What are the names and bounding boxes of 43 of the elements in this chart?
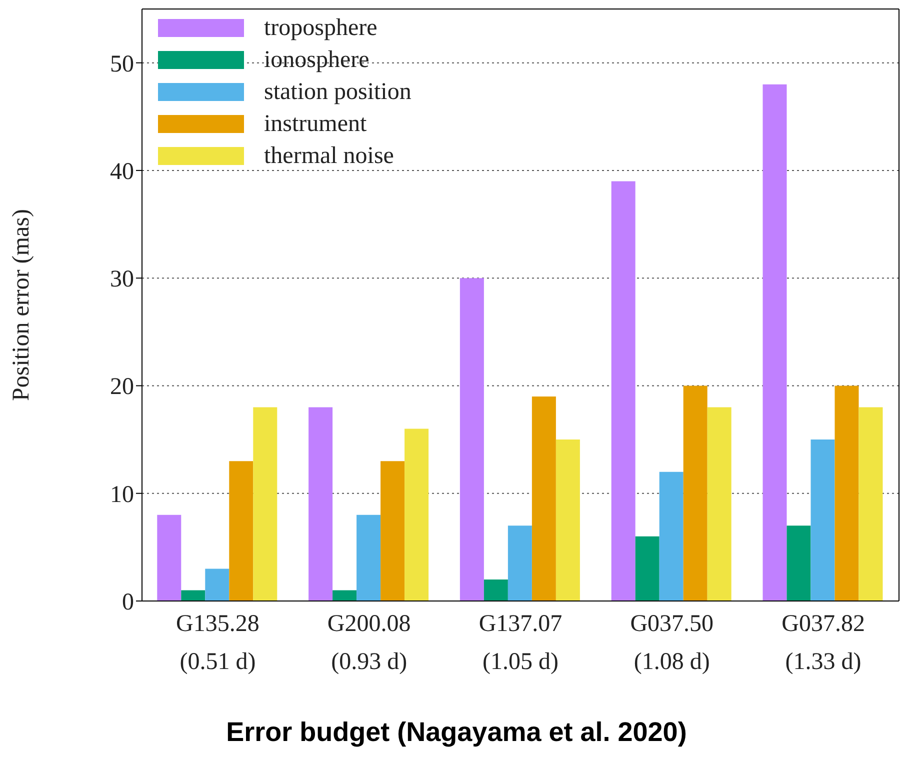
- bar: [205, 568, 230, 601]
- bar: [181, 590, 206, 601]
- bar: [460, 278, 484, 601]
- bar: [786, 526, 811, 601]
- y-tick-label: 30: [110, 266, 134, 293]
- x-tick-label: G037.50 (1.08 d): [630, 611, 714, 675]
- y-tick-label: 10: [110, 482, 134, 508]
- y-axis-title: Position error (mas): [8, 209, 35, 401]
- bar: [762, 84, 787, 601]
- bar: [810, 440, 835, 601]
- legend-label: instrument: [264, 110, 367, 139]
- x-tick-label: G200.08 (0.93 d): [327, 611, 411, 675]
- bar: [611, 181, 636, 601]
- bar: [157, 514, 182, 601]
- bar: [356, 514, 381, 601]
- bar: [532, 396, 556, 601]
- bar: [683, 386, 708, 601]
- bar: [556, 440, 580, 601]
- legend-label: station position: [264, 78, 412, 107]
- legend-label: troposphere: [264, 14, 378, 43]
- bar: [707, 407, 732, 601]
- y-tick-label: 0: [122, 590, 134, 616]
- bar: [508, 526, 532, 601]
- x-tick-label: G135.28 (0.51 d): [176, 611, 260, 675]
- bar: [380, 461, 405, 601]
- bar: [858, 407, 883, 601]
- x-tick-label: G137.07 (1.05 d): [478, 611, 562, 675]
- y-tick-label: 40: [110, 158, 134, 185]
- bar: [404, 428, 429, 601]
- bar: [308, 407, 333, 601]
- bar: [659, 472, 684, 601]
- legend-label: thermal noise: [264, 142, 394, 171]
- bar: [229, 461, 254, 601]
- bar: [635, 536, 660, 601]
- bar: [253, 407, 278, 601]
- y-tick-label: 20: [110, 374, 134, 400]
- x-tick-label: G037.82 (1.33 d): [782, 611, 865, 675]
- bar: [332, 590, 357, 601]
- legend-label: ionosphere: [264, 46, 370, 75]
- text: Error budget (Nagayama et al. 2020): [225, 717, 688, 748]
- bar: [834, 386, 859, 601]
- y-tick-label: 50: [110, 51, 134, 78]
- bar: [484, 579, 508, 601]
